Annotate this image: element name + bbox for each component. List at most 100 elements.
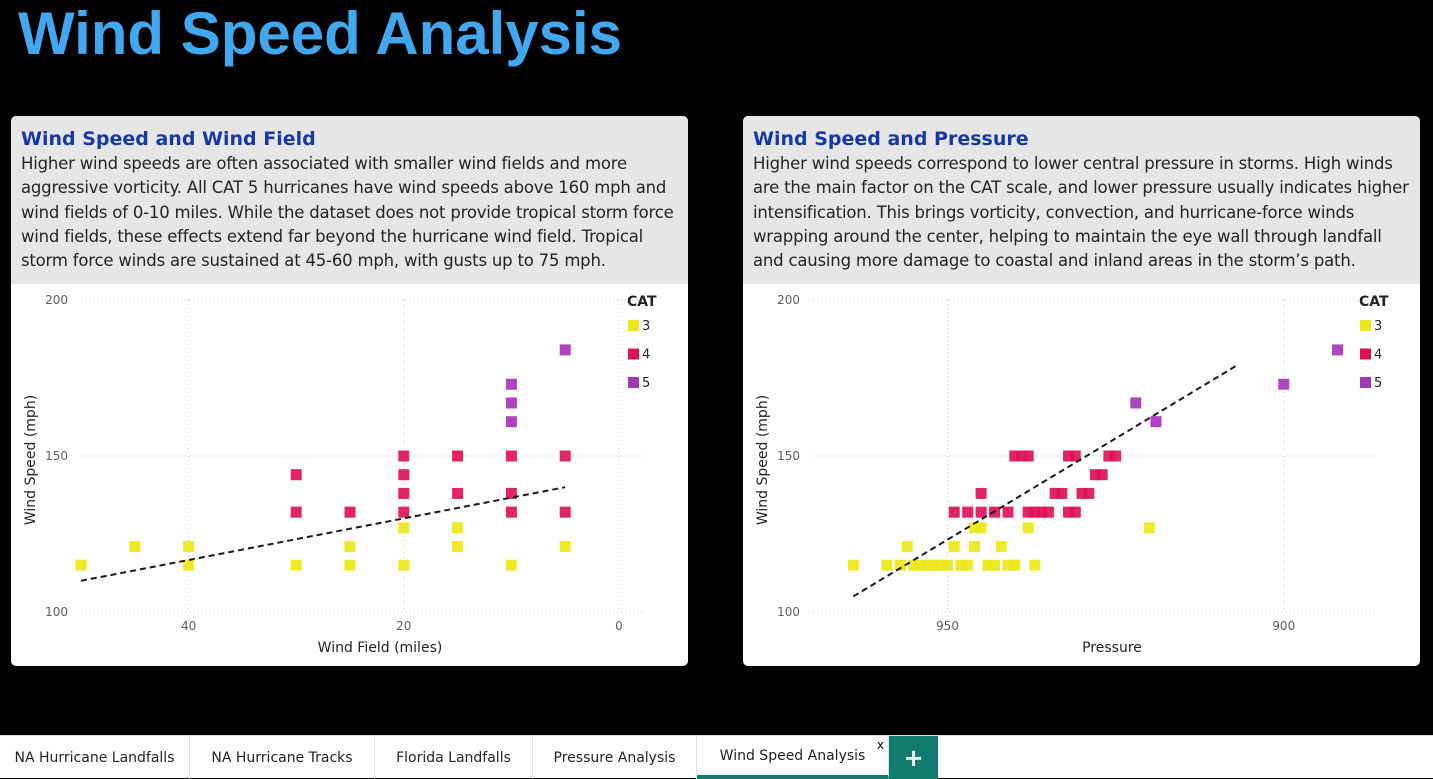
legend-label: 4: [1374, 348, 1382, 363]
data-point-cat3: [881, 559, 893, 571]
data-point-cat5: [1278, 378, 1290, 390]
data-point-cat5: [1130, 397, 1142, 409]
close-icon[interactable]: x: [876, 738, 884, 752]
legend-label: 5: [1374, 376, 1382, 391]
data-point-cat4: [290, 506, 302, 518]
x-axis-title: Wind Field (miles): [318, 640, 443, 656]
card-header: Wind Speed and Wind Field Higher wind sp…: [11, 116, 688, 284]
wind-field-card: Wind Speed and Wind Field Higher wind sp…: [11, 116, 688, 666]
legend-label: 4: [642, 348, 650, 363]
legend-label: 3: [1374, 319, 1382, 334]
data-point-cat4: [975, 487, 987, 499]
data-point-cat3: [75, 559, 87, 571]
trend-line: [852, 364, 1238, 598]
tab-label: NA Hurricane Tracks: [211, 749, 353, 766]
card-header: Wind Speed and Pressure Higher wind spee…: [743, 116, 1420, 284]
tab-na-hurricane-tracks[interactable]: NA Hurricane Tracks: [190, 736, 375, 779]
wind-field-scatter-chart[interactable]: 100 150 200 40 20 0 Wind Field (miles) Wind Spe…: [11, 284, 688, 666]
x-tick-label: 0: [615, 619, 623, 633]
tab-florida-landfalls[interactable]: Florida Landfalls: [375, 736, 533, 779]
tab-na-hurricane-landfalls[interactable]: NA Hurricane Landfalls: [0, 736, 190, 779]
card-description: Higher wind speeds correspond to lower c…: [753, 154, 1409, 271]
data-point-cat3: [183, 540, 195, 552]
data-point-cat3: [982, 559, 994, 571]
pressure-card: Wind Speed and Pressure Higher wind spee…: [743, 116, 1420, 666]
data-point-cat3: [955, 559, 967, 571]
data-point-cat3: [901, 540, 913, 552]
data-point-cat4: [1103, 450, 1115, 462]
data-point-cat3: [398, 522, 410, 534]
data-point-cat3: [452, 522, 464, 534]
data-point-cat4: [1069, 506, 1081, 518]
legend-title: CAT: [1359, 294, 1389, 310]
data-point-cat5: [559, 344, 571, 356]
legend-swatch: [628, 320, 639, 331]
data-point-cat3: [559, 540, 571, 552]
tab-wind-speed-analysis[interactable]: Wind Speed Analysis x: [697, 736, 889, 779]
data-point-cat4: [1002, 506, 1014, 518]
data-point-cat4: [1110, 450, 1122, 462]
x-tick-label: 950: [936, 619, 959, 633]
data-point-cat4: [1029, 506, 1041, 518]
data-point-cat4: [1015, 450, 1027, 462]
data-point-cat5: [1332, 344, 1344, 356]
trend-line: [80, 486, 566, 582]
data-point-cat4: [559, 506, 571, 518]
data-point-cat5: [505, 378, 517, 390]
data-point-cat3: [183, 559, 195, 571]
data-point-cat4: [1063, 506, 1075, 518]
data-point-cat3: [921, 559, 933, 571]
data-point-cat3: [1143, 522, 1155, 534]
legend-title: CAT: [627, 294, 657, 310]
data-point-cat3: [908, 559, 920, 571]
data-point-cat3: [344, 559, 356, 571]
y-tick-label: 200: [45, 293, 68, 307]
data-point-cat3: [962, 559, 974, 571]
y-tick-label: 150: [777, 449, 800, 463]
data-point-cat3: [915, 559, 927, 571]
x-tick-label: 20: [396, 619, 411, 633]
data-point-cat3: [989, 559, 1001, 571]
data-point-cat3: [948, 540, 960, 552]
add-page-button[interactable]: +: [889, 736, 938, 779]
data-point-cat3: [942, 559, 953, 571]
data-point-cat3: [928, 559, 940, 571]
x-axis-title: Pressure: [1082, 640, 1142, 656]
data-point-cat3: [452, 540, 464, 552]
data-point-cat4: [505, 487, 517, 499]
data-point-cat3: [975, 522, 987, 534]
data-point-cat3: [129, 540, 141, 552]
data-point-cat4: [505, 450, 517, 462]
data-point-cat4: [975, 506, 987, 518]
legend-label: 3: [642, 319, 650, 334]
data-point-cat3: [290, 559, 302, 571]
data-point-cat4: [948, 506, 960, 518]
y-axis-title: Wind Speed (mph): [23, 395, 39, 525]
y-axis-title: Wind Speed (mph): [755, 395, 771, 525]
pressure-scatter-chart[interactable]: 100 150 200 950 900 Pressure Wind Speed (mph) C…: [743, 284, 1420, 666]
data-point-cat3: [505, 559, 517, 571]
tab-label: Wind Speed Analysis: [719, 747, 866, 764]
data-point-cat4: [1096, 469, 1108, 481]
data-point-cat5: [505, 416, 517, 428]
y-tick-label: 100: [777, 605, 800, 619]
data-point-cat4: [1083, 487, 1095, 499]
data-point-cat3: [995, 540, 1007, 552]
data-point-cat4: [452, 450, 464, 462]
legend-swatch: [1360, 320, 1371, 331]
tab-pressure-analysis[interactable]: Pressure Analysis: [533, 736, 697, 779]
data-point-cat3: [1002, 559, 1014, 571]
card-title: Wind Speed and Pressure: [753, 128, 1029, 150]
data-point-cat5: [1150, 416, 1162, 428]
data-point-cat4: [1063, 450, 1075, 462]
data-point-cat3: [847, 559, 859, 571]
data-point-cat3: [398, 559, 410, 571]
data-point-cat4: [452, 487, 464, 499]
legend-swatch: [628, 348, 639, 360]
tab-label: NA Hurricane Landfalls: [14, 749, 175, 766]
pressure-scatter-svg[interactable]: 100 150 200 950 900 Pressure Wind Speed (mph) C…: [743, 284, 1420, 666]
page-title: Wind Speed Analysis: [18, 0, 623, 67]
data-point-cat4: [505, 506, 517, 518]
data-point-cat3: [894, 559, 906, 571]
